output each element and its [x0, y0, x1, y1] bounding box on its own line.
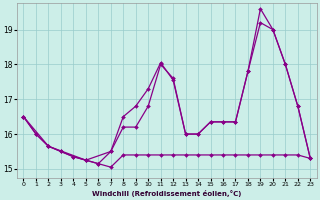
X-axis label: Windchill (Refroidissement éolien,°C): Windchill (Refroidissement éolien,°C) — [92, 190, 242, 197]
